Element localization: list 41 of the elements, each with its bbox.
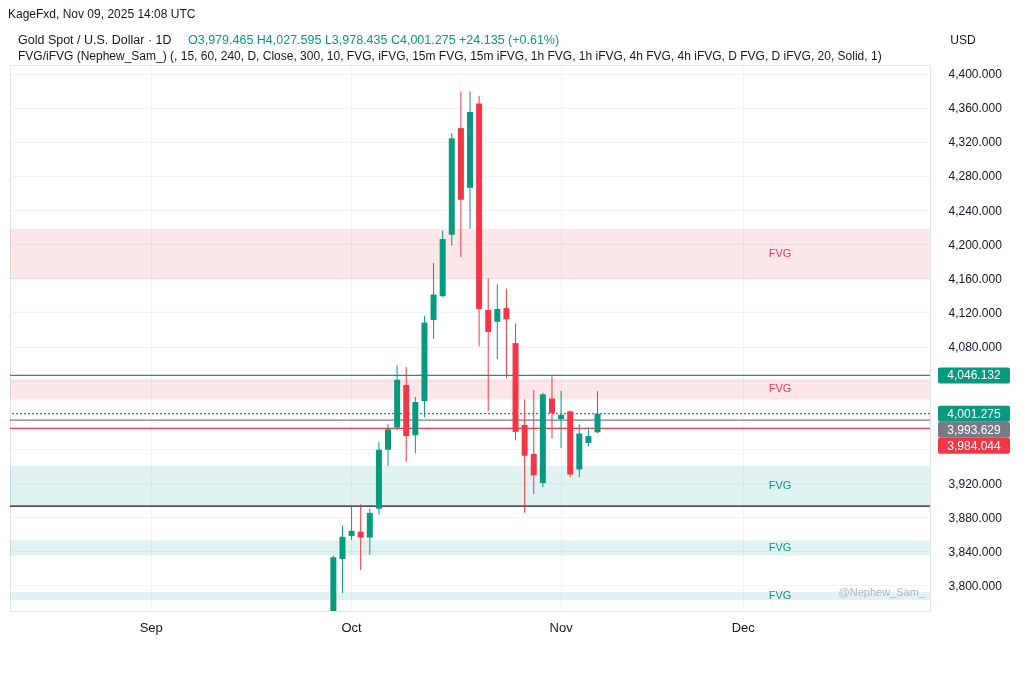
band-label: FVG [768, 540, 792, 553]
y-tick-label: 4,400.000 [948, 67, 1003, 82]
y-tick-label: 3,840.000 [948, 544, 1003, 559]
y-axis-title: USD [950, 33, 976, 47]
band-label: FVG [768, 246, 792, 259]
x-tick-label: Dec [731, 619, 756, 635]
text: FVG/iFVG (Nephew_Sam_) (, 15, 60, 240, D, Close, 300, 10, FVG, iFVG, 15m FVG, 15m iFVG, 1h FVG, 1h iFVG, 4h FVG, 4h iFVG, D FVG, D iFVG, 20, Solid, 1) [18, 49, 882, 63]
band-label: FVG [768, 382, 792, 395]
ref-line-label: 3,984.044 [947, 438, 1002, 453]
candlestick [485, 277, 492, 412]
y-tick-label: 4,200.000 [948, 237, 1003, 252]
y-tick-label: 4,360.000 [948, 101, 1003, 116]
ref-line-label: 4,001.275 [947, 406, 1002, 421]
chart-subtitle: O3,979.465 H4,027.595 L3,978.435 C4,001.275 +24.135 (+0.61%) [188, 33, 560, 47]
candlestick [585, 427, 592, 447]
y-tick-label: 4,280.000 [948, 169, 1003, 184]
y-tick-label: 3,920.000 [948, 476, 1003, 491]
candlestick [494, 283, 501, 360]
candlestick [357, 503, 364, 571]
candlestick [385, 423, 392, 467]
x-tick-label: Nov [549, 619, 574, 635]
x-tick-label: Oct [341, 619, 363, 635]
y-tick-label: 4,080.000 [948, 340, 1003, 355]
band-label: FVG [768, 589, 792, 602]
candlestick [558, 390, 565, 449]
ref-line-label: 4,046.132 [947, 368, 1002, 383]
y-tick-label: 4,160.000 [948, 271, 1003, 286]
annotation: @Nephew_Sam_ [838, 586, 926, 598]
candlestick [339, 525, 346, 594]
y-tick-label: 3,880.000 [948, 510, 1003, 525]
y-tick-label: 4,320.000 [948, 135, 1003, 150]
x-tick-label: Sep [139, 619, 163, 635]
band-label: FVG [768, 479, 792, 492]
ref-line-label: 3,993.629 [947, 422, 1002, 437]
candlestick [348, 505, 355, 541]
y-tick-label: 3,800.000 [948, 578, 1003, 593]
chart-title: Gold Spot / U.S. Dollar · 1D [18, 33, 172, 47]
y-tick-label: 4,240.000 [948, 203, 1003, 218]
text: KageFxd, Nov 09, 2025 14:08 UTC [8, 7, 196, 21]
y-tick-label: 4,120.000 [948, 305, 1003, 320]
candlestick [503, 288, 510, 379]
